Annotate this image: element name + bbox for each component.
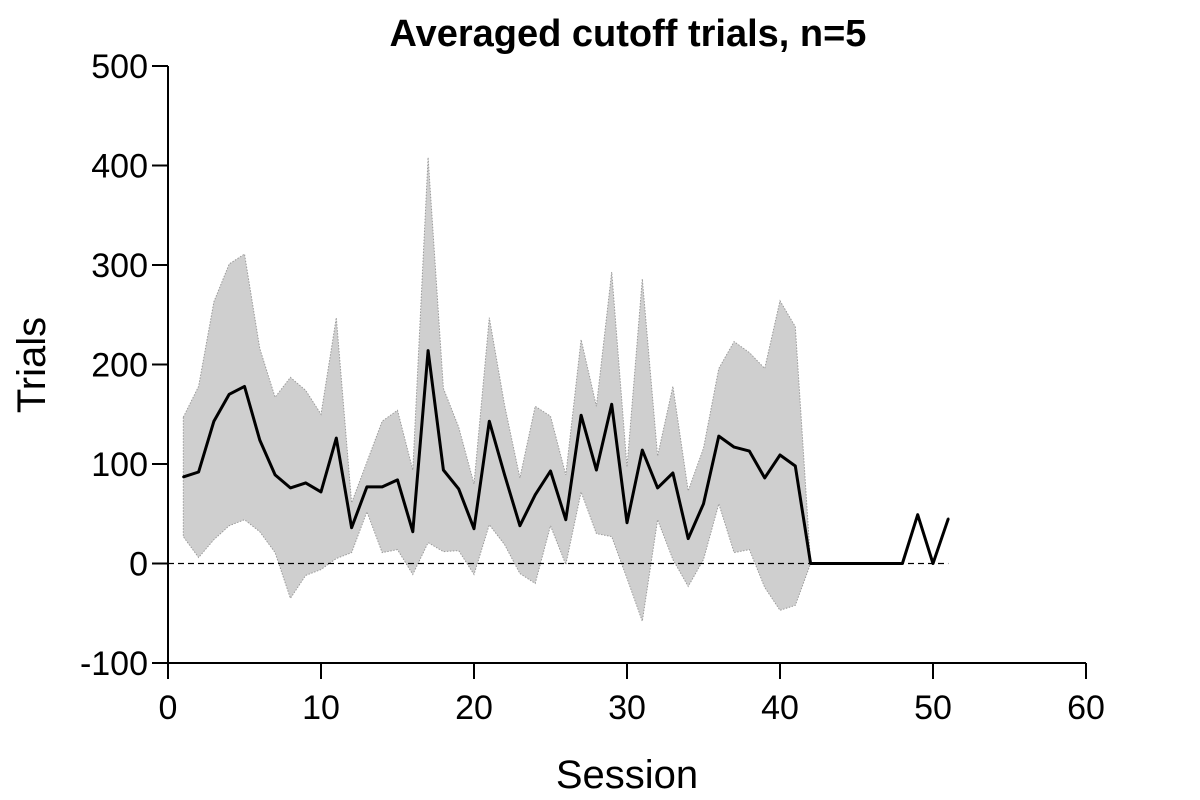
data-point (794, 464, 797, 468)
y-tick-label: 300 (91, 247, 148, 285)
x-tick-label: 40 (761, 689, 799, 727)
x-tick-label: 20 (455, 689, 493, 727)
data-point (212, 420, 216, 423)
data-point (335, 436, 338, 440)
data-point (381, 485, 384, 489)
data-point (931, 562, 935, 565)
data-point (411, 530, 414, 533)
data-point (243, 385, 246, 388)
data-point (641, 448, 644, 452)
data-point (625, 521, 629, 524)
data-point (442, 468, 445, 472)
axes: -100 0 100 200 300 400 500 0 10 20 30 40 50 60 (80, 48, 1105, 727)
data-point (687, 537, 690, 540)
data-point (457, 487, 460, 491)
x-axis-label: Session (556, 753, 698, 797)
data-point (809, 562, 812, 565)
data-point (732, 445, 736, 449)
data-point (564, 518, 567, 521)
data-point (702, 502, 705, 505)
x-tick-label: 10 (302, 689, 340, 727)
data-point (916, 513, 919, 516)
x-tick-label: 0 (159, 689, 178, 727)
data-point (824, 562, 828, 565)
data-point (855, 562, 858, 565)
y-tick-label: 500 (91, 48, 148, 86)
y-axis-label: Trials (10, 317, 54, 413)
data-point (350, 526, 353, 529)
std-band-layer (182, 157, 903, 622)
data-point (396, 478, 399, 482)
data-point (182, 475, 185, 479)
data-point (778, 453, 782, 457)
y-tick-label: 0 (129, 546, 148, 584)
y-tick-label: 100 (91, 446, 148, 484)
x-tick-label: 30 (608, 689, 646, 727)
data-point (304, 481, 307, 485)
chart-title: Averaged cutoff trials, n=5 (390, 13, 867, 55)
data-point (319, 490, 323, 494)
data-point (610, 403, 613, 406)
std-band (182, 157, 903, 622)
data-point (273, 473, 277, 477)
data-point (228, 393, 231, 396)
y-tick-label: 400 (91, 148, 148, 186)
data-point (656, 486, 659, 490)
data-point (488, 420, 491, 423)
x-tick-label: 60 (1067, 689, 1105, 727)
y-tick-label: 200 (91, 347, 148, 385)
mean-line-layer (182, 349, 950, 565)
data-point (595, 468, 598, 472)
data-point (258, 438, 261, 442)
y-tick-label: -100 (80, 645, 148, 683)
data-point (840, 562, 843, 565)
data-point (885, 562, 889, 565)
data-point (534, 493, 537, 497)
data-point (197, 470, 200, 474)
data-point (763, 476, 766, 480)
data-point (503, 473, 506, 477)
data-point (289, 486, 292, 490)
data-point (472, 527, 476, 530)
data-point (579, 414, 583, 417)
data-point (549, 469, 552, 473)
data-point (901, 562, 904, 565)
data-point (365, 485, 369, 489)
data-point (717, 434, 720, 438)
data-point (748, 449, 751, 453)
data-point (426, 349, 430, 352)
data-point (870, 562, 873, 565)
data-point (518, 524, 522, 527)
data-point (947, 517, 950, 520)
data-point (671, 471, 675, 475)
x-tick-label: 50 (914, 689, 952, 727)
